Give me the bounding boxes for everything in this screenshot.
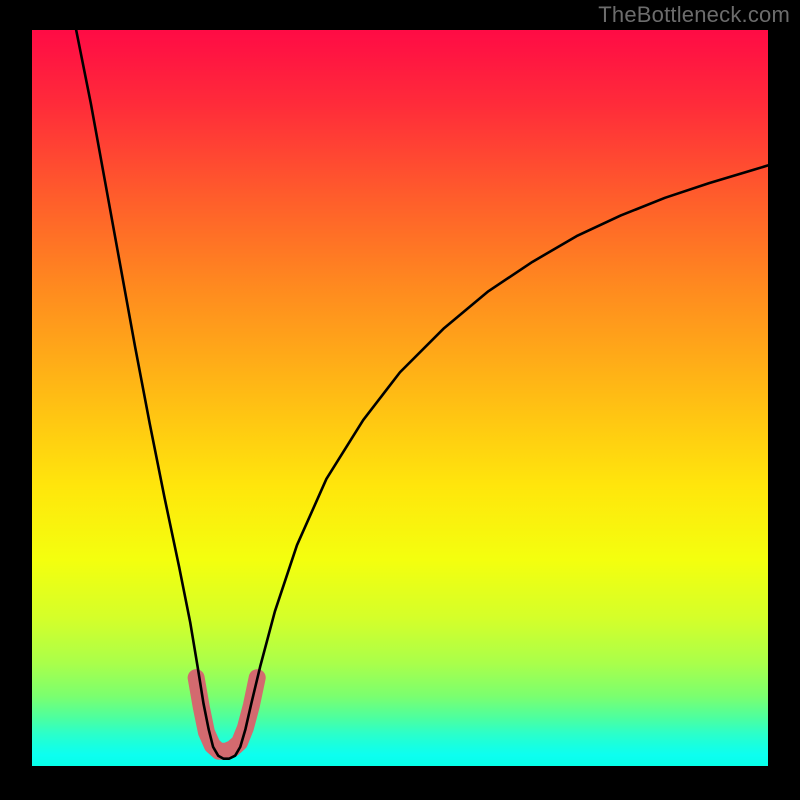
watermark-label: TheBottleneck.com bbox=[598, 2, 790, 28]
plot-area bbox=[32, 30, 768, 766]
chart-svg bbox=[32, 30, 768, 766]
chart-stage: TheBottleneck.com bbox=[0, 0, 800, 800]
